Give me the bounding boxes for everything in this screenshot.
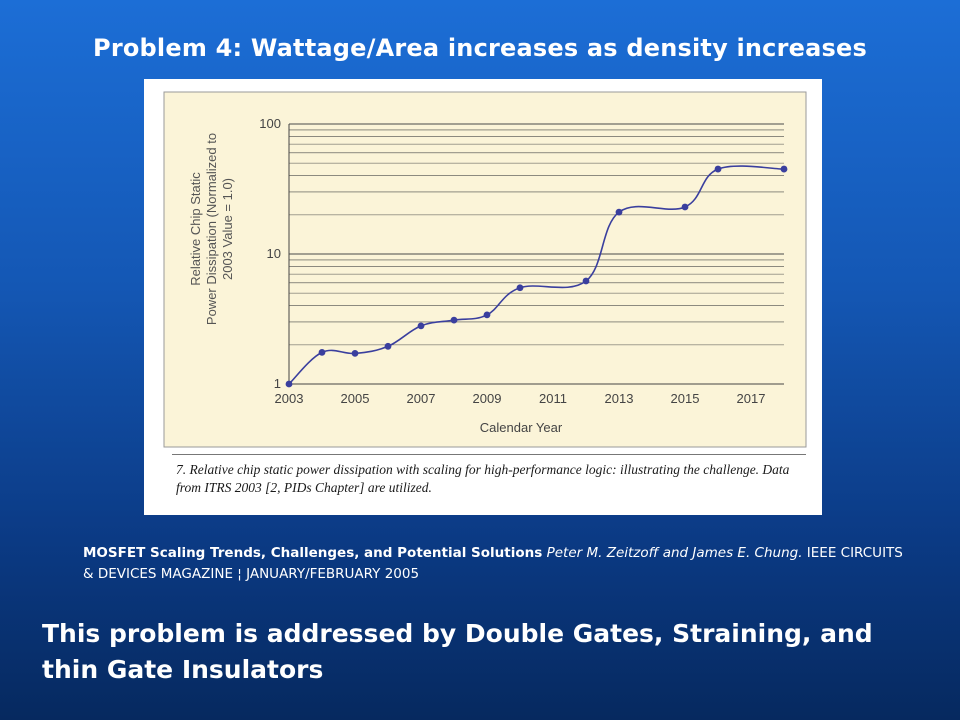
x-tick-label: 2007 (407, 391, 436, 406)
y-axis-label-line-2: Power Dissipation (Normalized to (204, 133, 219, 325)
citation-article-title: MOSFET Scaling Trends, Challenges, and P… (83, 545, 543, 561)
conclusion-text: This problem is addressed by Double Gate… (42, 619, 873, 684)
x-tick-label: 2011 (539, 391, 567, 406)
y-axis-label: Relative Chip Static Power Dissipation (… (188, 133, 235, 325)
x-tick-label: 2013 (605, 391, 634, 406)
x-tick-label: 2003 (275, 391, 304, 406)
y-tick-label: 10 (267, 246, 281, 261)
x-tick-label: 2009 (473, 391, 502, 406)
data-point (450, 316, 458, 324)
data-point (615, 208, 623, 216)
figure-panel: 1 10 100 2003 2005 2007 2009 2011 2013 2015 2017 … (144, 79, 822, 515)
citation-authors: Peter M. Zeitzoff and James E. Chung. (546, 545, 803, 561)
citation: MOSFET Scaling Trends, Challenges, and P… (83, 543, 903, 585)
y-tick-label: 100 (259, 116, 281, 131)
y-tick-label: 1 (274, 376, 281, 391)
citation-source: IEEE CIRCUITS & DEVICES MAGAZINE ¦ JANUA… (83, 545, 903, 582)
data-point (780, 165, 788, 173)
y-tick-labels: 1 10 100 (259, 116, 281, 391)
x-tick-labels: 2003 2005 2007 2009 2011 2013 2015 2017 (275, 391, 766, 406)
series (285, 165, 788, 388)
data-point (681, 203, 689, 211)
x-tick-label: 2005 (341, 391, 370, 406)
data-point (483, 311, 491, 319)
slide-title: Problem 4: Wattage/Area increases as den… (93, 34, 867, 62)
figure-caption: 7. Relative chip static power dissipatio… (176, 462, 790, 495)
data-point (582, 277, 590, 285)
data-point (516, 284, 524, 292)
y-axis-label-line-1: Relative Chip Static (188, 172, 203, 286)
axes (288, 124, 784, 385)
plot-background (163, 91, 807, 448)
x-tick-label: 2017 (737, 391, 766, 406)
data-point (417, 322, 425, 330)
y-axis-label-line-3: 2003 Value = 1.0) (220, 178, 235, 280)
x-axis-label: Calendar Year (480, 420, 563, 435)
data-point (285, 380, 293, 388)
data-point (714, 165, 722, 173)
grid (289, 123, 784, 385)
caption-divider (172, 454, 806, 455)
data-point (318, 349, 326, 356)
data-point (384, 342, 392, 350)
x-tick-label: 2015 (671, 391, 700, 406)
data-point (351, 349, 359, 357)
